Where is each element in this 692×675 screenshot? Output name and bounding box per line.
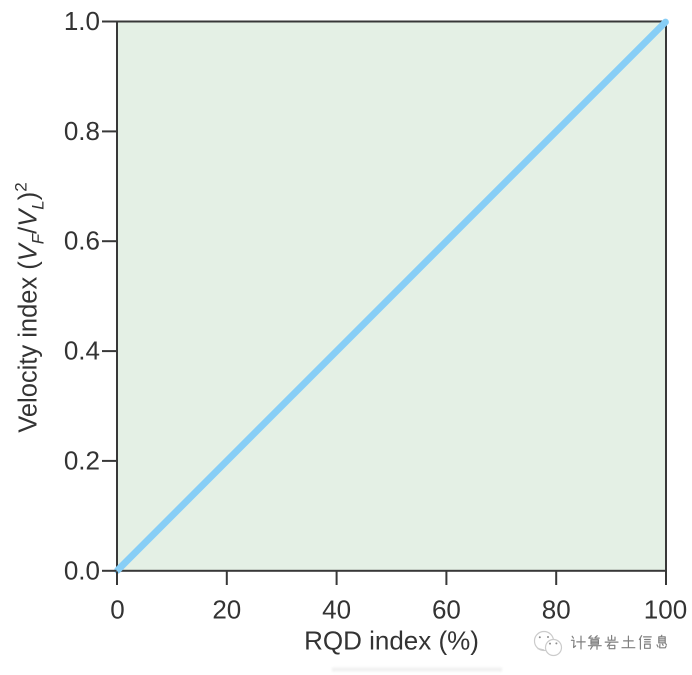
svg-text:20: 20 [212,594,241,624]
svg-text:40: 40 [322,594,351,624]
svg-text:100: 100 [644,594,687,624]
svg-text:0: 0 [110,594,124,624]
svg-text:0.2: 0.2 [64,445,100,475]
svg-text:0.4: 0.4 [64,336,100,366]
svg-text:RQD index (%): RQD index (%) [304,626,479,656]
svg-text:0.6: 0.6 [64,226,100,256]
svg-text:60: 60 [432,594,461,624]
svg-text:Velocity index (VF/VL)2: Velocity index (VF/VL)2 [12,182,48,432]
svg-text:80: 80 [542,594,571,624]
svg-text:0.8: 0.8 [64,116,100,146]
svg-text:0.0: 0.0 [64,555,100,585]
svg-text:1.0: 1.0 [64,6,100,36]
